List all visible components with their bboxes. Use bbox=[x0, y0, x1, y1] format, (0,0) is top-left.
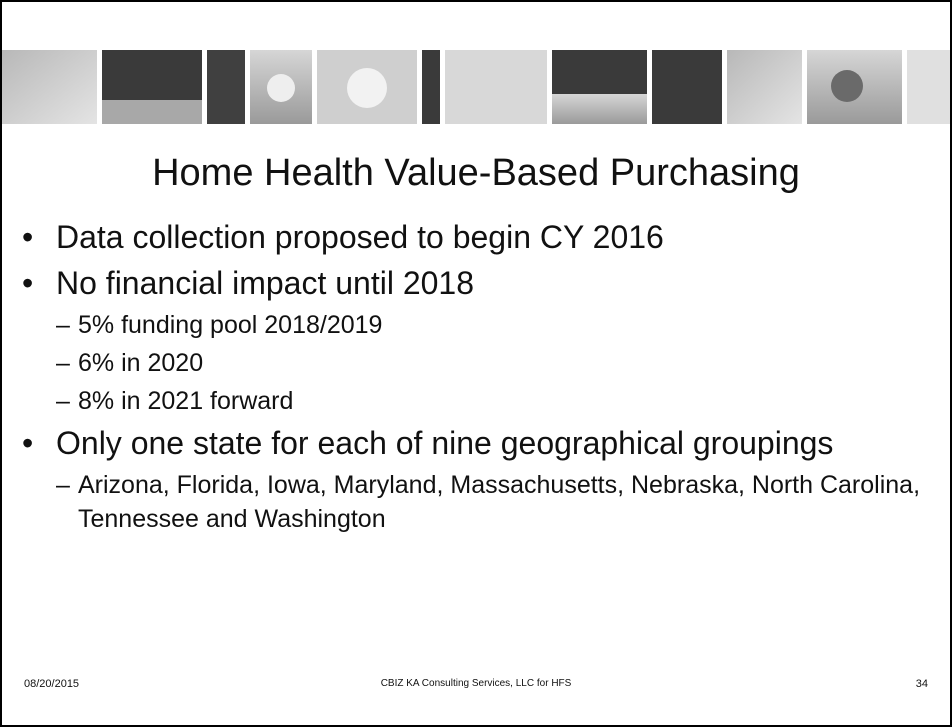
bullet-marker: • bbox=[22, 422, 56, 464]
sub-bullet-text: 8% in 2021 forward bbox=[78, 384, 293, 418]
page: Home Health Value-Based Purchasing •Data… bbox=[0, 0, 952, 727]
bullet-list: •Data collection proposed to begin CY 20… bbox=[22, 216, 927, 540]
sub-bullet-item: –8% in 2021 forward bbox=[56, 384, 927, 418]
footer-source: CBIZ KA Consulting Services, LLC for HFS bbox=[2, 678, 950, 689]
sub-bullet-item: –Arizona, Florida, Iowa, Maryland, Massa… bbox=[56, 468, 927, 536]
page-number: 34 bbox=[916, 678, 928, 690]
bullet-item: •Only one state for each of nine geograp… bbox=[22, 422, 927, 464]
bullet-item: •Data collection proposed to begin CY 20… bbox=[22, 216, 927, 258]
sub-bullet-item: –5% funding pool 2018/2019 bbox=[56, 308, 927, 342]
sub-bullet-marker: – bbox=[56, 346, 78, 380]
banner bbox=[2, 48, 950, 126]
slide: Home Health Value-Based Purchasing •Data… bbox=[0, 0, 952, 727]
sub-bullet-item: –6% in 2020 bbox=[56, 346, 927, 380]
bullet-marker: • bbox=[22, 216, 56, 258]
bullet-item: •No financial impact until 2018 bbox=[22, 262, 927, 304]
sub-bullet-marker: – bbox=[56, 308, 78, 342]
slide-title: Home Health Value-Based Purchasing bbox=[2, 152, 950, 195]
sub-bullet-text: Arizona, Florida, Iowa, Maryland, Massac… bbox=[78, 468, 927, 536]
bullet-text: Data collection proposed to begin CY 201… bbox=[56, 216, 664, 258]
bullet-text: Only one state for each of nine geograph… bbox=[56, 422, 833, 464]
sub-bullet-marker: – bbox=[56, 384, 78, 418]
bullet-text: No financial impact until 2018 bbox=[56, 262, 474, 304]
sub-bullet-marker: – bbox=[56, 468, 78, 536]
sub-bullet-text: 5% funding pool 2018/2019 bbox=[78, 308, 382, 342]
bullet-marker: • bbox=[22, 262, 56, 304]
sub-bullet-text: 6% in 2020 bbox=[78, 346, 203, 380]
